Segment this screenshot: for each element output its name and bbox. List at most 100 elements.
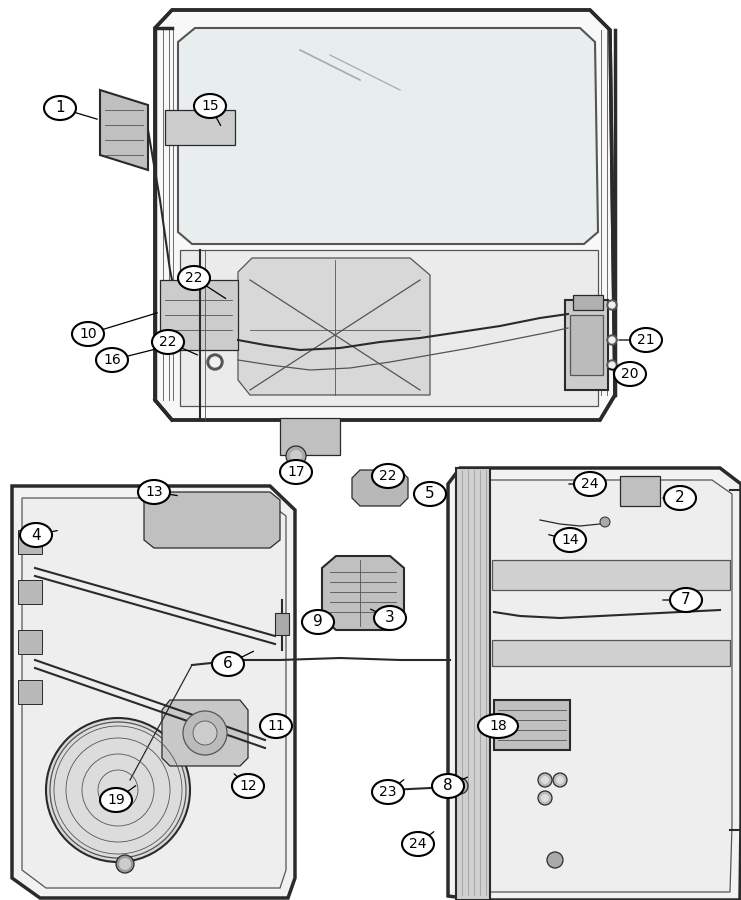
Text: 21: 21 (637, 333, 655, 347)
Ellipse shape (212, 652, 244, 676)
Polygon shape (280, 418, 340, 455)
Ellipse shape (670, 588, 702, 612)
Ellipse shape (630, 328, 662, 352)
Polygon shape (18, 580, 42, 604)
Polygon shape (573, 295, 603, 310)
Polygon shape (180, 250, 598, 406)
Circle shape (193, 721, 217, 745)
Polygon shape (570, 315, 603, 375)
Polygon shape (18, 680, 42, 704)
Text: 1: 1 (55, 101, 64, 115)
Ellipse shape (372, 464, 404, 488)
Ellipse shape (402, 832, 434, 856)
Circle shape (553, 773, 567, 787)
Ellipse shape (20, 523, 52, 547)
Polygon shape (162, 700, 248, 766)
Text: 11: 11 (267, 719, 285, 733)
Circle shape (46, 718, 190, 862)
Polygon shape (160, 280, 238, 350)
Polygon shape (352, 470, 408, 506)
Text: 8: 8 (443, 778, 453, 794)
Polygon shape (18, 630, 42, 654)
Ellipse shape (194, 94, 226, 118)
Text: 24: 24 (581, 477, 599, 491)
Polygon shape (492, 640, 730, 666)
Text: 13: 13 (145, 485, 163, 499)
Text: 19: 19 (107, 793, 125, 807)
Polygon shape (494, 700, 570, 750)
Circle shape (383, 783, 397, 797)
Circle shape (50, 722, 186, 858)
Polygon shape (155, 10, 615, 420)
Polygon shape (238, 258, 430, 395)
Ellipse shape (414, 482, 446, 506)
Circle shape (116, 855, 134, 873)
Ellipse shape (372, 780, 404, 804)
Circle shape (286, 446, 306, 466)
Polygon shape (448, 468, 741, 900)
Polygon shape (165, 110, 235, 145)
Text: 10: 10 (79, 327, 97, 341)
Polygon shape (178, 28, 598, 244)
Ellipse shape (478, 714, 518, 738)
Text: 2: 2 (675, 491, 685, 506)
Ellipse shape (232, 774, 264, 798)
Text: 24: 24 (409, 837, 427, 851)
Circle shape (600, 517, 610, 527)
Polygon shape (322, 556, 404, 630)
Text: 12: 12 (239, 779, 257, 793)
Circle shape (556, 776, 564, 784)
Circle shape (541, 794, 549, 802)
Ellipse shape (72, 322, 104, 346)
Text: 7: 7 (681, 592, 691, 608)
Text: 22: 22 (185, 271, 203, 285)
Circle shape (541, 776, 549, 784)
Circle shape (607, 335, 617, 345)
Circle shape (207, 354, 223, 370)
Ellipse shape (664, 486, 696, 510)
Polygon shape (458, 480, 732, 892)
Text: 14: 14 (561, 533, 579, 547)
Circle shape (290, 450, 302, 462)
Text: 15: 15 (202, 99, 219, 113)
Text: 23: 23 (379, 785, 396, 799)
Polygon shape (22, 498, 286, 888)
Ellipse shape (614, 362, 646, 386)
Ellipse shape (178, 266, 210, 290)
Ellipse shape (432, 774, 464, 798)
Circle shape (183, 711, 227, 755)
Polygon shape (144, 492, 280, 548)
Circle shape (210, 357, 220, 367)
Text: 22: 22 (379, 469, 396, 483)
Circle shape (452, 778, 468, 794)
Ellipse shape (554, 528, 586, 552)
Polygon shape (565, 300, 608, 390)
Ellipse shape (280, 460, 312, 484)
Polygon shape (18, 530, 42, 554)
Polygon shape (163, 20, 608, 412)
Text: 9: 9 (313, 615, 323, 629)
Ellipse shape (100, 788, 132, 812)
Ellipse shape (302, 610, 334, 634)
Ellipse shape (152, 330, 184, 354)
Ellipse shape (260, 714, 292, 738)
Ellipse shape (44, 96, 76, 120)
Text: 4: 4 (31, 527, 41, 543)
Ellipse shape (138, 480, 170, 504)
Circle shape (609, 362, 615, 368)
FancyBboxPatch shape (275, 613, 289, 635)
Circle shape (609, 337, 615, 343)
Text: 6: 6 (223, 656, 233, 671)
Text: 3: 3 (385, 610, 395, 626)
Circle shape (609, 302, 615, 308)
Ellipse shape (96, 348, 128, 372)
Polygon shape (100, 90, 148, 170)
Text: 22: 22 (159, 335, 177, 349)
Polygon shape (456, 468, 490, 900)
Circle shape (538, 773, 552, 787)
Circle shape (547, 852, 563, 868)
Polygon shape (620, 476, 660, 506)
Text: 5: 5 (425, 487, 435, 501)
Circle shape (119, 858, 131, 870)
Ellipse shape (374, 606, 406, 630)
